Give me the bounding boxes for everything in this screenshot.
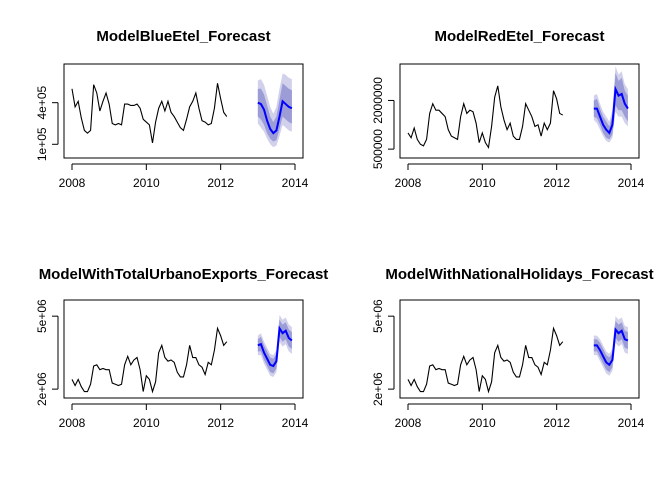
plot-frame <box>399 63 640 159</box>
panel-title: ModelBlueEtel_Forecast <box>96 28 270 45</box>
plot-frame <box>399 299 640 399</box>
x-tick-label: 2008 <box>59 176 86 190</box>
x-tick-label: 2014 <box>282 416 309 430</box>
x-tick-label: 2008 <box>59 416 86 430</box>
y-tick-label: 5e+06 <box>371 299 385 333</box>
panel-1: ModelBlueEtel_Forecast 2008 2010 2012 2014 1e… <box>35 28 309 190</box>
forecast-series-line <box>257 325 293 368</box>
x-tick-label: 2014 <box>282 176 309 190</box>
x-tick-label: 2010 <box>469 176 496 190</box>
x-tick-label: 2008 <box>395 176 422 190</box>
y-axis: 2e+06 5e+06 <box>35 299 59 406</box>
panel-title: ModelRedEtel_Forecast <box>434 28 604 45</box>
x-tick-label: 2012 <box>207 176 234 190</box>
x-tick-label: 2012 <box>207 416 234 430</box>
forecast-series-line <box>257 99 293 135</box>
y-tick-label: 500000 <box>371 129 385 169</box>
x-tick-label: 2010 <box>133 416 160 430</box>
panel-title: ModelWithNationalHolidays_Forecast <box>385 266 653 283</box>
x-axis: 2008 2010 2012 2014 <box>59 403 309 430</box>
observed-series-line <box>71 83 228 143</box>
panel-title: ModelWithTotalUrbanoExports_Forecast <box>39 266 329 283</box>
observed-series-line <box>407 85 564 150</box>
y-axis: 1e+05 4e+05 <box>35 85 59 161</box>
x-tick-label: 2012 <box>543 416 570 430</box>
y-tick-label: 2000000 <box>371 77 385 124</box>
observed-series-line <box>71 326 228 394</box>
x-tick-label: 2010 <box>469 416 496 430</box>
y-tick-label: 1e+05 <box>35 127 49 161</box>
plot-frame <box>63 63 304 159</box>
interval-80-band <box>257 83 292 142</box>
plot-frame <box>63 299 304 399</box>
x-axis: 2008 2010 2012 2014 <box>59 163 309 190</box>
panel-2: ModelRedEtel_Forecast 2008 2010 2012 2014 500… <box>371 28 645 190</box>
y-tick-label: 5e+06 <box>35 299 49 333</box>
x-tick-label: 2014 <box>618 416 645 430</box>
y-tick-label: 2e+06 <box>371 372 385 406</box>
panel-3: ModelWithTotalUrbanoExports_Forecast 2008… <box>35 266 328 430</box>
x-tick-label: 2014 <box>618 176 645 190</box>
y-tick-label: 4e+05 <box>35 85 49 119</box>
x-axis: 2008 2010 2012 2014 <box>395 403 645 430</box>
forecast-series-line <box>593 85 629 135</box>
y-axis: 2e+06 5e+06 <box>371 299 395 406</box>
x-tick-label: 2008 <box>395 416 422 430</box>
x-axis: 2008 2010 2012 2014 <box>395 163 645 190</box>
forecast-series-line <box>593 327 629 367</box>
x-tick-label: 2012 <box>543 176 570 190</box>
y-tick-label: 2e+06 <box>35 372 49 406</box>
observed-series-line <box>407 326 564 394</box>
x-tick-label: 2010 <box>133 176 160 190</box>
y-axis: 500000 2000000 <box>371 77 395 169</box>
